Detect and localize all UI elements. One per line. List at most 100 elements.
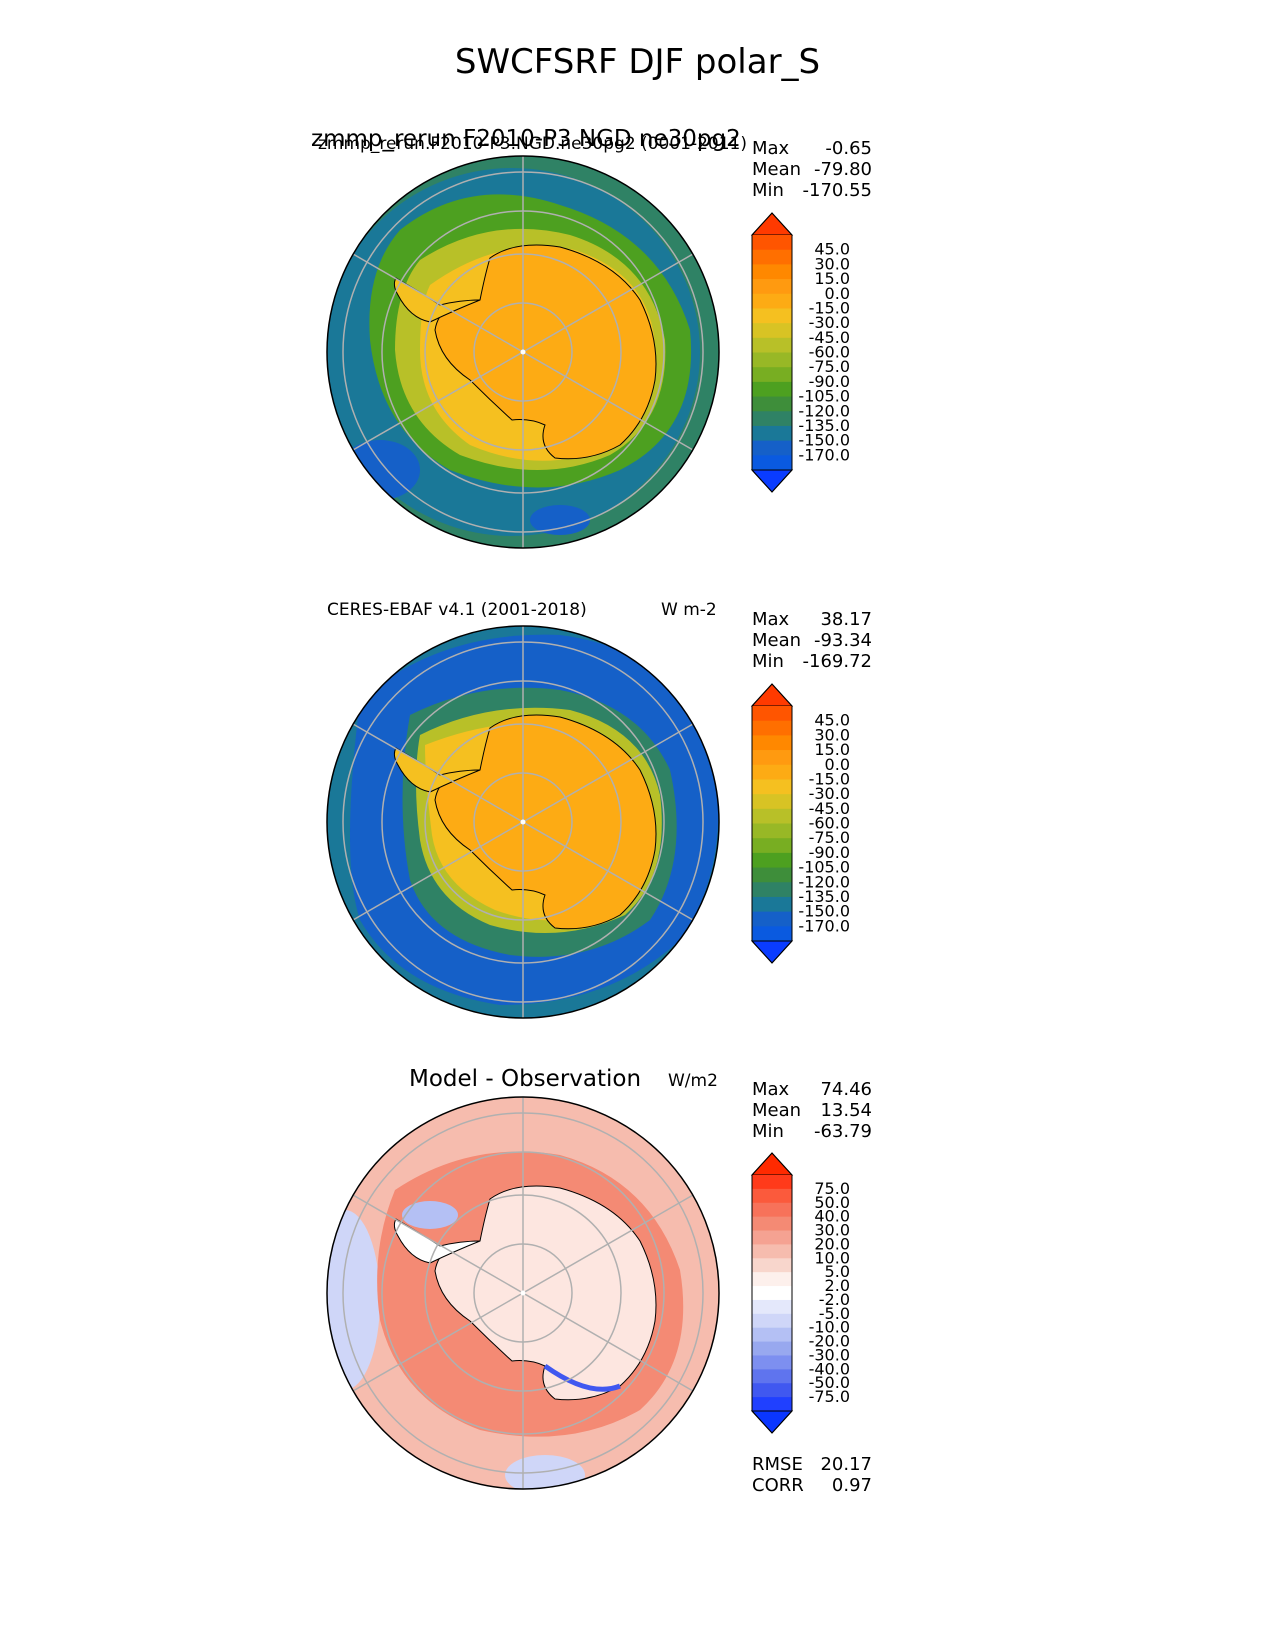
panel-2-title: CERES-EBAF v4.1 (2001-2018) xyxy=(327,600,587,620)
colorbar-bin xyxy=(752,264,792,280)
colorbar-extend-max xyxy=(750,212,794,236)
panel-2-stat-max-value: 38.17 xyxy=(820,609,872,630)
colorbar-extend-max xyxy=(750,683,794,707)
panel-3-stat-max-label: Max xyxy=(752,1079,790,1100)
colorbar-tick-label: -75.0 xyxy=(809,1387,850,1406)
map-2-boundary xyxy=(326,625,720,1019)
panel-3-stat-mean-label: Mean xyxy=(752,1100,802,1121)
panel-1-title-overlay: zmmp_rerun F2010-P3 NGD ne30pg2 xyxy=(311,126,741,152)
colorbar-bin xyxy=(752,337,792,353)
colorbar-tick-label: -30.0 xyxy=(809,313,850,332)
colorbar-bin xyxy=(752,323,792,339)
colorbar-tick-label: 45.0 xyxy=(814,711,850,730)
map-3-graticule xyxy=(342,1097,704,1489)
colorbar-tick-label: -45.0 xyxy=(809,799,850,818)
colorbar-tick-label: -120.0 xyxy=(798,401,850,420)
colorbar-tick-label: -45.0 xyxy=(809,328,850,347)
colorbar-outline xyxy=(751,683,793,964)
colorbar-bin xyxy=(752,1258,792,1273)
panel-1-stat-max-value: -0.65 xyxy=(825,138,872,159)
figure-title: SWCFSRF DJF polar_S xyxy=(454,42,821,82)
colorbar-bin xyxy=(752,1202,792,1218)
map-1-pole xyxy=(520,349,526,355)
panel-2-stat-min-label: Min xyxy=(752,651,784,672)
colorbar-tick-label: 15.0 xyxy=(814,740,850,759)
map-reference xyxy=(326,625,720,1019)
colorbar-tick-label: 75.0 xyxy=(814,1179,850,1198)
colorbar-bin xyxy=(752,1341,792,1356)
colorbar-bin xyxy=(752,720,792,736)
colorbar-tick-label: -120.0 xyxy=(798,872,850,891)
colorbar-bin xyxy=(752,794,792,810)
panel-1-stat-min-value: -170.55 xyxy=(802,180,872,201)
colorbar-bin xyxy=(752,706,792,722)
colorbar-bin xyxy=(752,1175,792,1190)
panel-3-stat-min-value: -63.79 xyxy=(813,1121,872,1142)
colorbar-tick-label: -90.0 xyxy=(809,843,850,862)
colorbar-tick-label: -105.0 xyxy=(798,858,850,877)
colorbar-bin xyxy=(752,1188,792,1204)
colorbar-bin xyxy=(752,1369,792,1384)
panel-2-stat-max-label: Max xyxy=(752,609,790,630)
colorbar-tick-label: -60.0 xyxy=(809,343,850,362)
panel-1-stat-max-label: Max xyxy=(752,138,790,159)
colorbar-bin xyxy=(752,882,792,898)
colorbar-outline xyxy=(751,1152,793,1434)
colorbar-tick-label: -75.0 xyxy=(809,828,850,847)
colorbar-tick-label: 5.0 xyxy=(825,1262,850,1281)
colorbar-tick-label: -105.0 xyxy=(798,387,850,406)
panel-3-title: Model - Observation xyxy=(409,1066,642,1092)
corr-value: 0.97 xyxy=(831,1475,872,1496)
panel-1-stat-mean-label: Mean xyxy=(752,159,802,180)
panel-1-stat-mean-value: -79.80 xyxy=(813,159,872,180)
colorbar-tick-label: 15.0 xyxy=(814,269,850,288)
colorbar-difference: 75.050.040.030.020.010.05.02.0-2.0-5.0-1… xyxy=(750,1152,850,1434)
colorbar-bin xyxy=(752,293,792,309)
panel-1-title: zmmp_rerun.F2010-P3.NGD.ne30pg2 (0001-20… xyxy=(318,134,747,154)
colorbar-tick-label: 30.0 xyxy=(814,254,850,273)
map-difference xyxy=(326,1096,720,1490)
colorbar-bin xyxy=(752,1286,792,1301)
colorbar-bin xyxy=(752,926,792,942)
colorbar-tick-label: -40.0 xyxy=(809,1359,850,1378)
map-1-boundary xyxy=(326,155,720,549)
panel-2-stat-mean-value: -93.34 xyxy=(813,630,872,651)
map-3-boundary xyxy=(326,1096,720,1490)
colorbar-tick-label: 2.0 xyxy=(825,1276,850,1295)
colorbar-tick-label: -15.0 xyxy=(809,769,850,788)
colorbar-tick-label: -5.0 xyxy=(819,1304,850,1323)
colorbar-bin xyxy=(752,867,792,883)
rmse-label: RMSE xyxy=(752,1454,803,1475)
colorbar-bin xyxy=(752,425,792,442)
map-3-neg-bay xyxy=(402,1201,458,1229)
colorbar-test: 45.030.015.00.0-15.0-30.0-45.0-60.0-75.0… xyxy=(750,212,850,493)
colorbar-tick-label: 0.0 xyxy=(825,755,850,774)
colorbar-tick-label: -30.0 xyxy=(809,1345,850,1364)
panel-2-units: W m-2 xyxy=(661,600,717,620)
colorbar-tick-label: 50.0 xyxy=(814,1193,850,1212)
colorbar-bin xyxy=(752,352,792,368)
colorbar-extend-max xyxy=(750,1152,794,1176)
rmse-value: 20.17 xyxy=(820,1454,872,1475)
colorbar-tick-label: 30.0 xyxy=(814,1221,850,1240)
colorbar-bin xyxy=(752,235,792,251)
colorbar-tick-label: 40.0 xyxy=(814,1207,850,1226)
colorbar-tick-label: -15.0 xyxy=(809,298,850,317)
colorbar-bin xyxy=(752,1216,792,1232)
colorbar-tick-label: -20.0 xyxy=(809,1332,850,1351)
colorbar-bin xyxy=(752,381,792,398)
colorbar-bin xyxy=(752,808,792,824)
colorbar-bin xyxy=(752,1313,792,1329)
colorbar-bin xyxy=(752,852,792,869)
panel-2-stat-mean-label: Mean xyxy=(752,630,802,651)
colorbar-bin xyxy=(752,455,792,471)
colorbar-bin xyxy=(752,823,792,839)
colorbar-bin xyxy=(752,1355,792,1370)
colorbar-tick-label: -30.0 xyxy=(809,784,850,803)
colorbar-tick-label: 30.0 xyxy=(814,725,850,744)
colorbar-bin xyxy=(752,1244,792,1259)
colorbar-reference: 45.030.015.00.0-15.0-30.0-45.0-60.0-75.0… xyxy=(750,683,850,964)
colorbar-bin xyxy=(752,1383,792,1398)
colorbar-tick-label: -50.0 xyxy=(809,1373,850,1392)
